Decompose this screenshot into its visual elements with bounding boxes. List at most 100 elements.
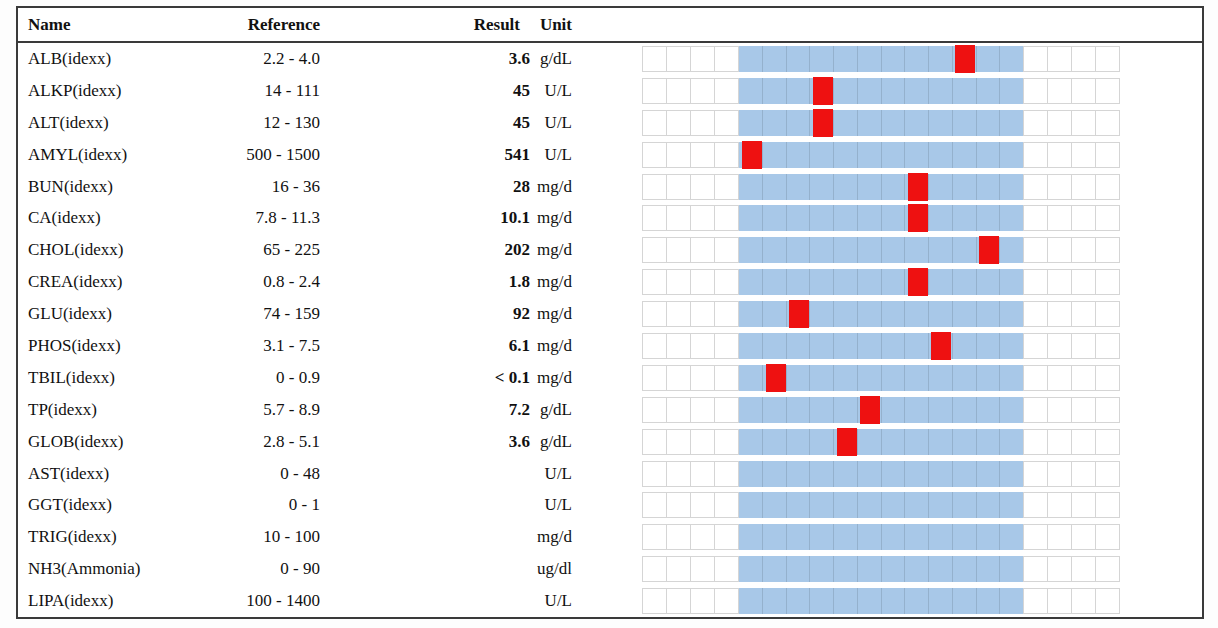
result-value: 1.8 bbox=[320, 272, 530, 292]
range-segment bbox=[881, 397, 905, 423]
scale-cell bbox=[690, 301, 715, 327]
range-segment bbox=[786, 365, 810, 391]
scale-cell bbox=[1095, 333, 1120, 359]
scale-cell bbox=[1095, 174, 1120, 200]
range-segment bbox=[786, 269, 810, 295]
range-segment bbox=[739, 524, 762, 550]
scale-cell bbox=[666, 397, 691, 423]
range-segment bbox=[809, 524, 833, 550]
range-segment bbox=[833, 205, 857, 231]
scale-cell bbox=[1095, 461, 1120, 487]
scale-cell bbox=[1023, 142, 1048, 168]
analyte-name: CHOL(idexx) bbox=[18, 240, 208, 260]
unit-label: mg/d bbox=[530, 208, 572, 228]
scale-cell bbox=[642, 333, 667, 359]
range-segment bbox=[857, 333, 881, 359]
range-segment bbox=[881, 46, 905, 72]
table-row: PHOS(idexx)3.1 - 7.56.1mg/d bbox=[18, 330, 1202, 362]
range-segment bbox=[952, 365, 976, 391]
scale-cell bbox=[666, 174, 691, 200]
range-segment bbox=[952, 269, 976, 295]
range-segment bbox=[857, 429, 881, 455]
range-segment bbox=[952, 333, 976, 359]
result-marker bbox=[860, 396, 880, 424]
range-segment bbox=[809, 397, 833, 423]
analyte-name: AST(idexx) bbox=[18, 464, 208, 484]
range-segment bbox=[857, 46, 881, 72]
scale-cell bbox=[690, 142, 715, 168]
scale-cell bbox=[1023, 205, 1048, 231]
range-segment bbox=[833, 397, 857, 423]
range-indicator bbox=[642, 78, 1120, 104]
reference-range: 0 - 48 bbox=[208, 464, 320, 484]
reference-range-bar bbox=[739, 269, 1023, 295]
analyte-name: AMYL(idexx) bbox=[18, 145, 208, 165]
range-indicator bbox=[642, 110, 1120, 136]
range-segment bbox=[809, 461, 833, 487]
range-segment bbox=[857, 205, 881, 231]
lab-report-table: Name Reference Result Unit ALB(idexx)2.2… bbox=[16, 6, 1204, 619]
unit-label: mg/d bbox=[530, 336, 572, 356]
range-segment bbox=[881, 524, 905, 550]
scale-cell bbox=[714, 492, 739, 518]
range-segment bbox=[786, 588, 810, 614]
table-row: TP(idexx)5.7 - 8.97.2g/dL bbox=[18, 394, 1202, 426]
range-segment bbox=[976, 429, 1000, 455]
range-segment bbox=[952, 524, 976, 550]
range-segment bbox=[881, 492, 905, 518]
result-marker bbox=[931, 332, 951, 360]
range-segment bbox=[857, 524, 881, 550]
scale-cell bbox=[1095, 524, 1120, 550]
table-row: TBIL(idexx)0 - 0.9< 0.1mg/d bbox=[18, 362, 1202, 394]
unit-label: mg/d bbox=[530, 177, 572, 197]
range-segment bbox=[786, 461, 810, 487]
range-segment bbox=[833, 46, 857, 72]
scale-cell bbox=[1047, 301, 1072, 327]
scale-cell bbox=[1023, 524, 1048, 550]
scale-cell bbox=[714, 205, 739, 231]
range-indicator bbox=[642, 556, 1120, 582]
reference-range-bar bbox=[739, 556, 1023, 582]
scale-cell bbox=[642, 301, 667, 327]
range-segment bbox=[928, 142, 952, 168]
table-row: ALKP(idexx)14 - 11145U/L bbox=[18, 75, 1202, 107]
range-segment bbox=[739, 46, 762, 72]
scale-cell bbox=[1071, 556, 1096, 582]
scale-cell bbox=[642, 142, 667, 168]
range-segment bbox=[739, 429, 762, 455]
scale-cell bbox=[1071, 78, 1096, 104]
scale-cell bbox=[666, 269, 691, 295]
scale-cell bbox=[666, 556, 691, 582]
range-segment bbox=[739, 301, 762, 327]
range-indicator bbox=[642, 492, 1120, 518]
scale-cell bbox=[1071, 524, 1096, 550]
scale-cell bbox=[1095, 556, 1120, 582]
range-segment bbox=[976, 269, 1000, 295]
range-segment bbox=[999, 46, 1023, 72]
scale-cell bbox=[666, 492, 691, 518]
scale-cell bbox=[1047, 524, 1072, 550]
scale-cell bbox=[1023, 429, 1048, 455]
range-segment bbox=[999, 78, 1023, 104]
analyte-name: ALT(idexx) bbox=[18, 113, 208, 133]
range-segment bbox=[739, 237, 762, 263]
scale-cell bbox=[690, 205, 715, 231]
table-row: ALT(idexx)12 - 13045U/L bbox=[18, 107, 1202, 139]
range-segment bbox=[928, 46, 952, 72]
scale-cell bbox=[1023, 492, 1048, 518]
reference-range: 10 - 100 bbox=[208, 527, 320, 547]
reference-range-bar bbox=[739, 174, 1023, 200]
range-segment bbox=[833, 365, 857, 391]
range-segment bbox=[881, 429, 905, 455]
result-marker bbox=[742, 141, 762, 169]
scale-cell bbox=[1095, 205, 1120, 231]
analyte-name: GLU(idexx) bbox=[18, 304, 208, 324]
range-segment bbox=[976, 301, 1000, 327]
scale-cell bbox=[714, 588, 739, 614]
column-header-unit: Unit bbox=[530, 15, 572, 35]
range-segment bbox=[762, 588, 786, 614]
range-segment bbox=[999, 429, 1023, 455]
range-segment bbox=[786, 429, 810, 455]
scale-cell bbox=[1047, 397, 1072, 423]
range-segment bbox=[786, 110, 810, 136]
